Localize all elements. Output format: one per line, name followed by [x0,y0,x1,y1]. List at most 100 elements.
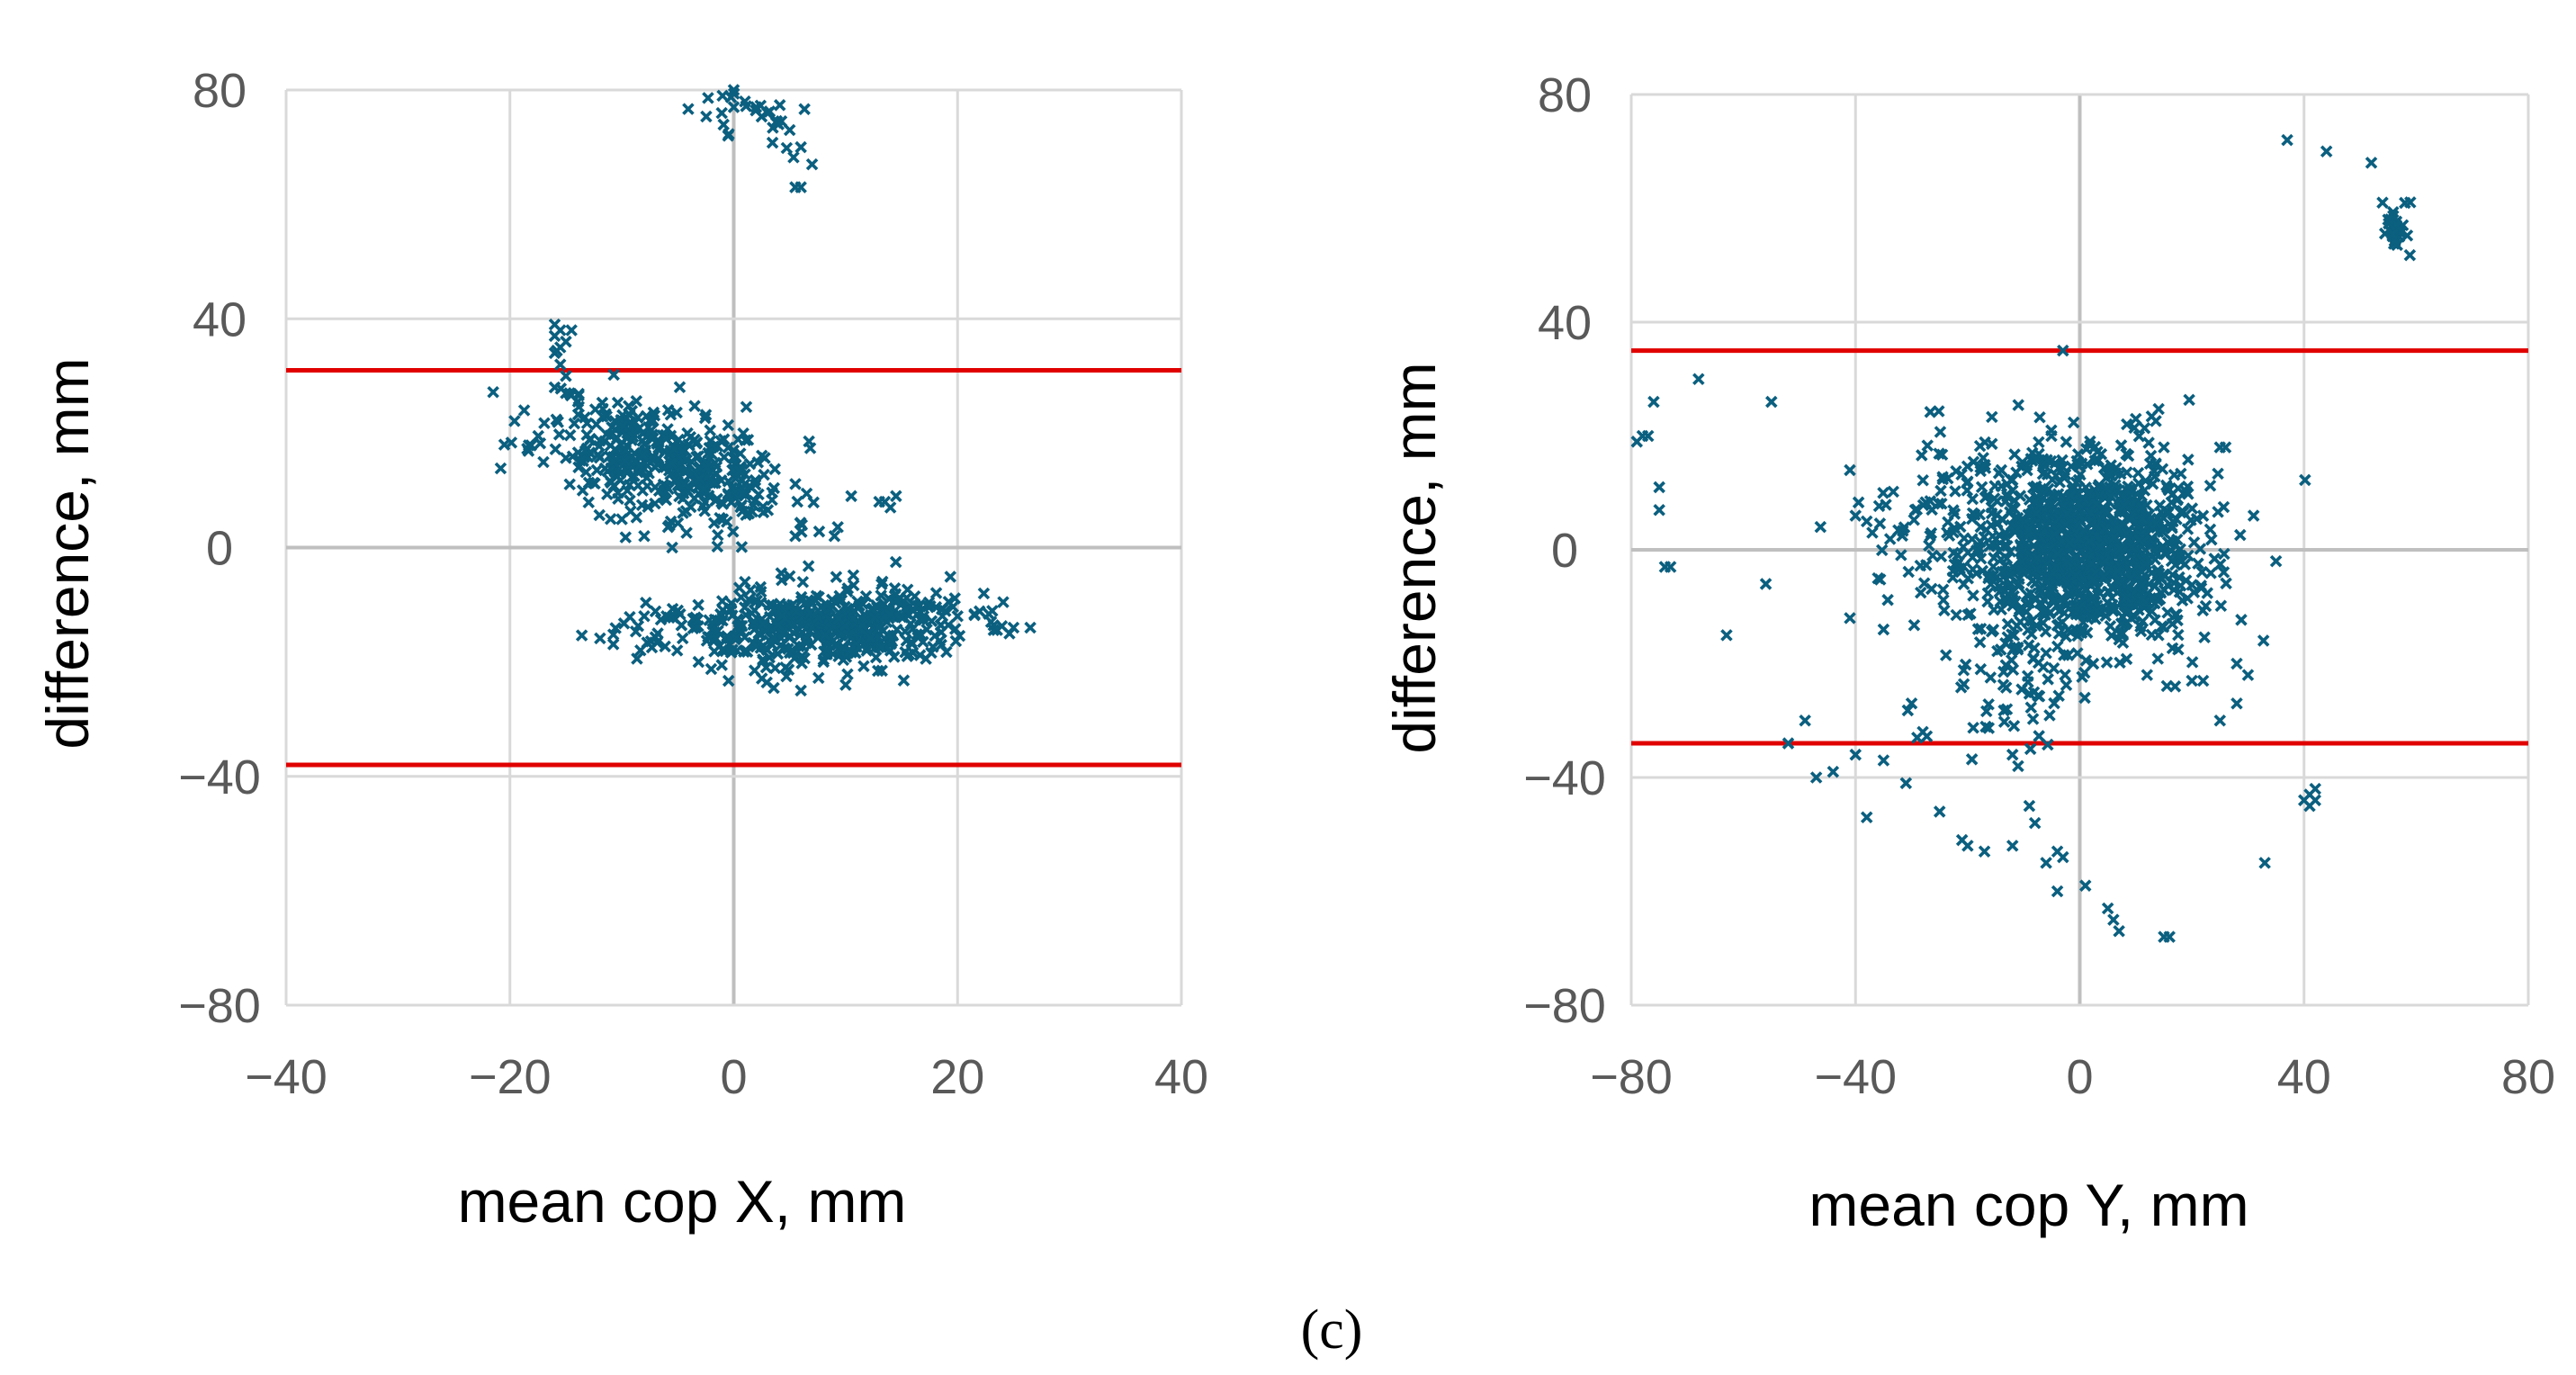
data-point [705,662,718,676]
data-point [2051,547,2064,560]
data-point [2217,566,2230,579]
data-point [2124,571,2137,584]
data-point [1938,604,1951,617]
data-point [1973,635,1987,649]
data-point [2084,435,2096,448]
data-point [1860,515,1873,528]
data-point [2128,421,2141,435]
data-point [735,619,749,633]
x-tick-label: −40 [1814,1050,1897,1104]
data-point [1658,561,1672,573]
data-point [940,645,953,659]
data-point [2148,597,2161,610]
y-tick-label: 0 [206,522,233,576]
limit-lines-0 [286,367,1181,768]
data-point [548,329,561,343]
data-point [2006,748,2019,761]
data-point [2057,499,2070,512]
data-point [590,463,604,477]
data-point [1986,437,1998,451]
data-point [2204,479,2217,492]
data-point [2174,506,2187,519]
data-point [715,106,728,120]
data-point [707,517,721,530]
scatter-chart-cop-x: −80 −40 0 40 80 −40 −20 0 20 40 mean cop X, mm d… [34,64,1208,1235]
data-point [1907,513,1921,526]
data-point [2097,571,2111,583]
data-point [2111,564,2124,578]
data-point [1895,549,1907,562]
x-tick-labels-0: −40 −20 0 20 40 [245,1050,1208,1104]
data-point [2056,454,2069,467]
data-point [1933,805,1946,818]
data-point [1911,731,1924,744]
data-point [2166,617,2179,631]
data-point [948,592,962,605]
data-point [1924,495,1937,508]
data-point [1988,603,2000,616]
data-point [1860,811,1873,824]
data-point [2107,531,2121,544]
data-point [2186,502,2199,515]
data-point [1875,544,1889,557]
data-point [2114,439,2128,452]
data-point [2152,402,2165,416]
data-point [2058,607,2071,619]
data-point [1947,546,1960,560]
data-point [2028,816,2042,830]
data-point [1961,840,1974,852]
data-point [688,433,701,446]
data-point [711,540,724,553]
data-point [738,645,750,659]
data-point [2118,499,2131,512]
data-point [662,482,675,496]
data-point [735,487,749,500]
data-point [2060,508,2074,520]
data-point [548,318,561,331]
data-point [722,130,735,142]
data-point [548,381,561,394]
data-point [2163,930,2176,943]
data-point [2101,902,2114,915]
data-point [692,598,705,612]
data-point [2005,653,2018,667]
data-point [2078,879,2092,892]
data-point [2001,539,2014,553]
data-point [494,462,507,475]
data-point [671,604,685,617]
data-point [2303,799,2316,813]
data-point [868,611,881,625]
data-point [2144,449,2158,463]
data-point [2040,857,2052,869]
data-point [882,629,895,643]
data-point [702,92,714,104]
data-point [2171,533,2184,546]
data-point [2382,213,2394,226]
data-point [2028,642,2041,655]
data-point [2060,555,2074,569]
data-point [2048,696,2060,710]
data-point [2281,133,2293,147]
data-point [2072,473,2086,487]
data-point [771,647,785,661]
y-tick-labels-1: −80 −40 0 40 80 [1523,68,1606,1033]
data-point [1871,571,1884,585]
data-point [1647,395,1660,409]
data-point [831,521,844,534]
data-point [1950,464,1962,478]
data-point [593,508,606,522]
data-point [2148,470,2161,483]
data-point [2140,562,2153,574]
data-point [563,478,576,491]
data-point [787,151,800,164]
data-point [789,181,802,193]
data-point [890,490,902,503]
data-point [794,140,807,154]
x-tick-label: 40 [1154,1050,1208,1104]
data-point [2006,663,2020,677]
data-point [2195,565,2209,579]
data-point [2049,456,2062,470]
data-point [722,441,735,454]
data-point [1937,594,1950,607]
data-point [1988,492,2001,505]
